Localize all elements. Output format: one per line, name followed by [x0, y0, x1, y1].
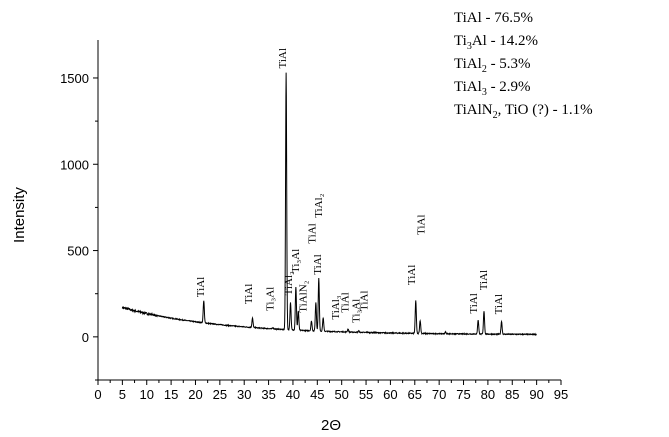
y-tick-label: 500 — [67, 244, 89, 259]
axes: 0 5 10 15 20 25 30 35 40 45 50 55 60 65 70 75 80 85 90 95 0 5… — [60, 40, 568, 402]
x-tick-label: 90 — [529, 387, 543, 402]
peak-label: TiAl — [478, 270, 490, 290]
peak-label: TiAl₂ — [313, 193, 325, 217]
composition-legend: TiAl - 76.5% Ti3Al - 14.2% TiAl2 - 5.3% TiA… — [454, 10, 593, 121]
x-tick-label: 60 — [383, 387, 397, 402]
peak-labels: TiAl TiAl Ti₃AlTiAlTiAl₂Ti₃AlTiAlN₂TiAlTiA… — [195, 48, 505, 323]
composition-entry: TiAl - 76.5% — [454, 10, 533, 26]
x-tick-label: 20 — [188, 387, 202, 402]
x-tick-label: 40 — [286, 387, 300, 402]
peak-label: Ti₃Al — [351, 299, 363, 323]
peak-label: TiAl — [468, 293, 480, 313]
y-tick-label: 1500 — [60, 71, 89, 86]
x-tick-label: 65 — [408, 387, 422, 402]
peak-label: TiAl — [195, 277, 207, 297]
x-tick-label: 0 — [94, 387, 101, 402]
y-tick-label: 1000 — [60, 157, 89, 172]
peak-label: TiAl — [340, 292, 352, 312]
x-tick-label: 85 — [505, 387, 519, 402]
x-tick-label: 25 — [213, 387, 227, 402]
xrd-pattern-line — [121, 72, 537, 337]
x-axis-title: 2Θ — [321, 417, 341, 434]
peak-label: TiAlN₂ — [298, 280, 310, 312]
x-tick-label: 50 — [334, 387, 348, 402]
peak-label: TiAl — [406, 265, 418, 285]
x-tick-label: 75 — [456, 387, 470, 402]
x-tick-label: 35 — [261, 387, 275, 402]
x-tick-label: 95 — [554, 387, 568, 402]
peak-label: Ti₃Al — [290, 249, 302, 273]
peak-label: TiAl — [416, 215, 428, 235]
peak-label: TiAl — [312, 254, 324, 274]
peak-label: TiAl — [277, 48, 289, 68]
x-tick-label: 15 — [164, 387, 178, 402]
peak-label: TiAl₂ — [283, 271, 295, 295]
peak-label: TiAl₃ — [330, 295, 342, 319]
y-tick-label: 0 — [82, 330, 89, 345]
peak-label: TiAl — [243, 284, 255, 304]
peak-label: TiAl — [493, 294, 505, 314]
peak-label: Ti₃Al — [265, 287, 277, 311]
x-tick-label: 30 — [237, 387, 251, 402]
composition-entry: TiAl2 - 5.3% — [454, 56, 531, 75]
x-tick-label: 55 — [359, 387, 373, 402]
y-axis-title: Intensity — [11, 187, 28, 243]
peak-label: TiAl — [306, 223, 318, 243]
x-tick-label: 10 — [140, 387, 154, 402]
composition-entry: TiAl3 - 2.9% — [454, 79, 531, 98]
composition-entry: Ti3Al - 14.2% — [454, 33, 538, 52]
x-tick-label: 45 — [310, 387, 324, 402]
x-tick-label: 80 — [481, 387, 495, 402]
x-tick-label: 70 — [432, 387, 446, 402]
composition-entry: TiAlN2, TiO (?) - 1.1% — [454, 102, 593, 121]
peak-label: TiAl — [359, 291, 371, 311]
x-tick-label: 5 — [119, 387, 126, 402]
